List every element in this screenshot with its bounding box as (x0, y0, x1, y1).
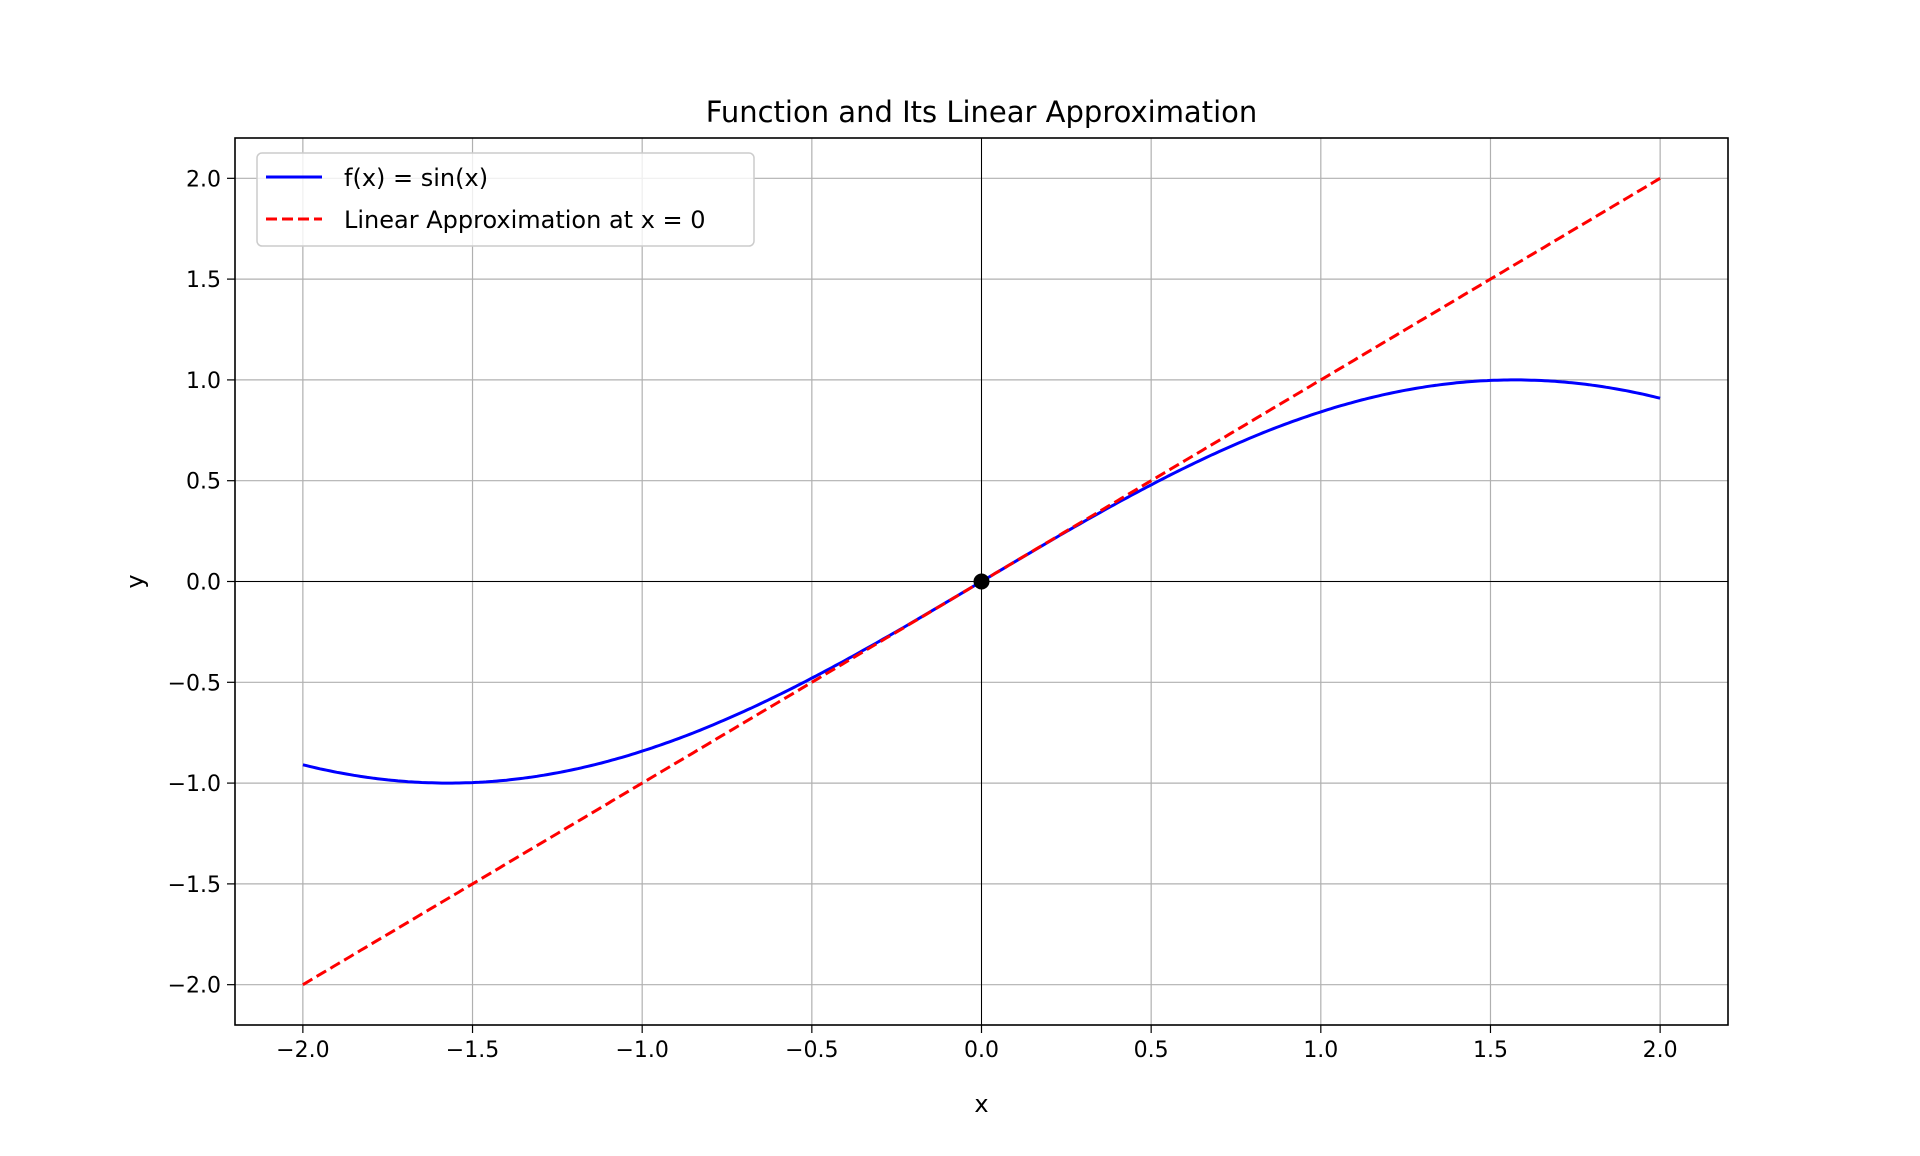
y-tick-label: 2.0 (186, 167, 221, 192)
series (302, 177, 1661, 986)
x-tick-label: 1.0 (1303, 1038, 1338, 1063)
tangent-point (973, 573, 990, 590)
x-tick-label: 0.0 (964, 1038, 999, 1063)
x-tick-label: −2.0 (276, 1038, 329, 1063)
y-tick-label: 0.5 (186, 470, 221, 495)
legend-label-sin: f(x) = sin(x) (344, 164, 488, 192)
x-tick-label: 0.5 (1134, 1038, 1169, 1063)
x-tick-label: 2.0 (1643, 1038, 1678, 1063)
x-axis-label: x (974, 1090, 988, 1118)
y-tick-label: −1.0 (168, 772, 221, 797)
legend: f(x) = sin(x) Linear Approximation at x … (256, 152, 755, 247)
y-tick-label: 0.0 (186, 571, 221, 596)
x-tick-label: 1.5 (1473, 1038, 1508, 1063)
x-tick-label: −0.5 (785, 1038, 838, 1063)
x-tick-label: −1.5 (446, 1038, 499, 1063)
legend-box (256, 152, 755, 247)
y-tick-label: 1.5 (186, 268, 221, 293)
y-tick-label: 1.0 (186, 369, 221, 394)
chart-title: Function and Its Linear Approximation (706, 95, 1258, 129)
legend-label-linear: Linear Approximation at x = 0 (344, 206, 706, 234)
y-axis-label: y (121, 574, 149, 588)
y-tick-label: −0.5 (168, 671, 221, 696)
y-tick-label: −2.0 (168, 974, 221, 999)
y-tick-label: −1.5 (168, 873, 221, 898)
x-tick-label: −1.0 (615, 1038, 668, 1063)
ticks: −2.0 −1.5 −1.0 −0.5 0.0 0.5 1.0 1.5 2.0 −2.0 −1.5 −… (168, 167, 1678, 1063)
